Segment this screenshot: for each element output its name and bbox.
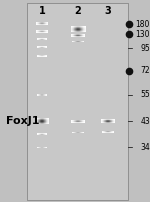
Text: 55: 55 <box>140 90 150 99</box>
Bar <box>37 123 38 124</box>
Bar <box>41 123 42 124</box>
Bar <box>41 122 42 123</box>
Text: 72: 72 <box>140 66 150 75</box>
Bar <box>45 123 46 124</box>
Text: 180: 180 <box>136 20 150 29</box>
Text: 43: 43 <box>140 117 150 126</box>
Bar <box>36 121 37 122</box>
Bar <box>38 121 39 122</box>
Bar <box>35 123 36 124</box>
Bar <box>47 120 48 121</box>
Bar <box>40 122 41 123</box>
Bar <box>46 120 47 121</box>
Bar <box>36 122 37 123</box>
Text: 34: 34 <box>140 143 150 152</box>
Bar <box>35 121 36 122</box>
Bar <box>42 122 43 123</box>
Bar <box>46 122 47 123</box>
Text: 130: 130 <box>135 30 150 39</box>
Bar <box>47 122 48 123</box>
Bar <box>40 123 41 124</box>
Text: 2: 2 <box>75 6 81 16</box>
Bar <box>42 121 43 122</box>
Bar <box>45 121 46 122</box>
Bar <box>43 120 44 121</box>
Bar <box>38 122 39 123</box>
Bar <box>35 120 36 121</box>
Bar <box>35 122 36 123</box>
Bar <box>37 121 38 122</box>
Text: 95: 95 <box>140 44 150 53</box>
Bar <box>45 120 46 121</box>
Bar <box>44 122 45 123</box>
Bar <box>27 3 128 200</box>
Bar <box>36 120 37 121</box>
Bar <box>37 122 38 123</box>
Bar <box>47 123 48 124</box>
Bar <box>43 122 44 123</box>
Bar <box>44 123 45 124</box>
Bar <box>38 123 39 124</box>
Bar <box>43 123 44 124</box>
Bar <box>27 3 128 200</box>
Bar <box>46 123 47 124</box>
Text: FoxJ1: FoxJ1 <box>6 116 39 126</box>
Bar <box>46 121 47 122</box>
Bar <box>39 121 40 122</box>
Bar <box>39 122 40 123</box>
Bar <box>37 120 38 121</box>
Bar <box>42 120 43 121</box>
Bar <box>41 121 42 122</box>
Bar <box>41 120 42 121</box>
Bar <box>36 123 37 124</box>
Bar <box>44 121 45 122</box>
Bar <box>40 120 41 121</box>
Text: 1: 1 <box>39 6 45 16</box>
Bar <box>43 121 44 122</box>
Bar <box>47 121 48 122</box>
Bar <box>45 122 46 123</box>
Bar <box>48 123 49 124</box>
Bar <box>39 120 40 121</box>
Bar <box>40 121 41 122</box>
Text: 3: 3 <box>105 6 111 16</box>
Bar <box>39 123 40 124</box>
Bar <box>38 120 39 121</box>
Bar <box>44 120 45 121</box>
Bar <box>48 120 49 121</box>
Bar <box>48 122 49 123</box>
Bar <box>42 123 43 124</box>
Bar <box>48 121 49 122</box>
